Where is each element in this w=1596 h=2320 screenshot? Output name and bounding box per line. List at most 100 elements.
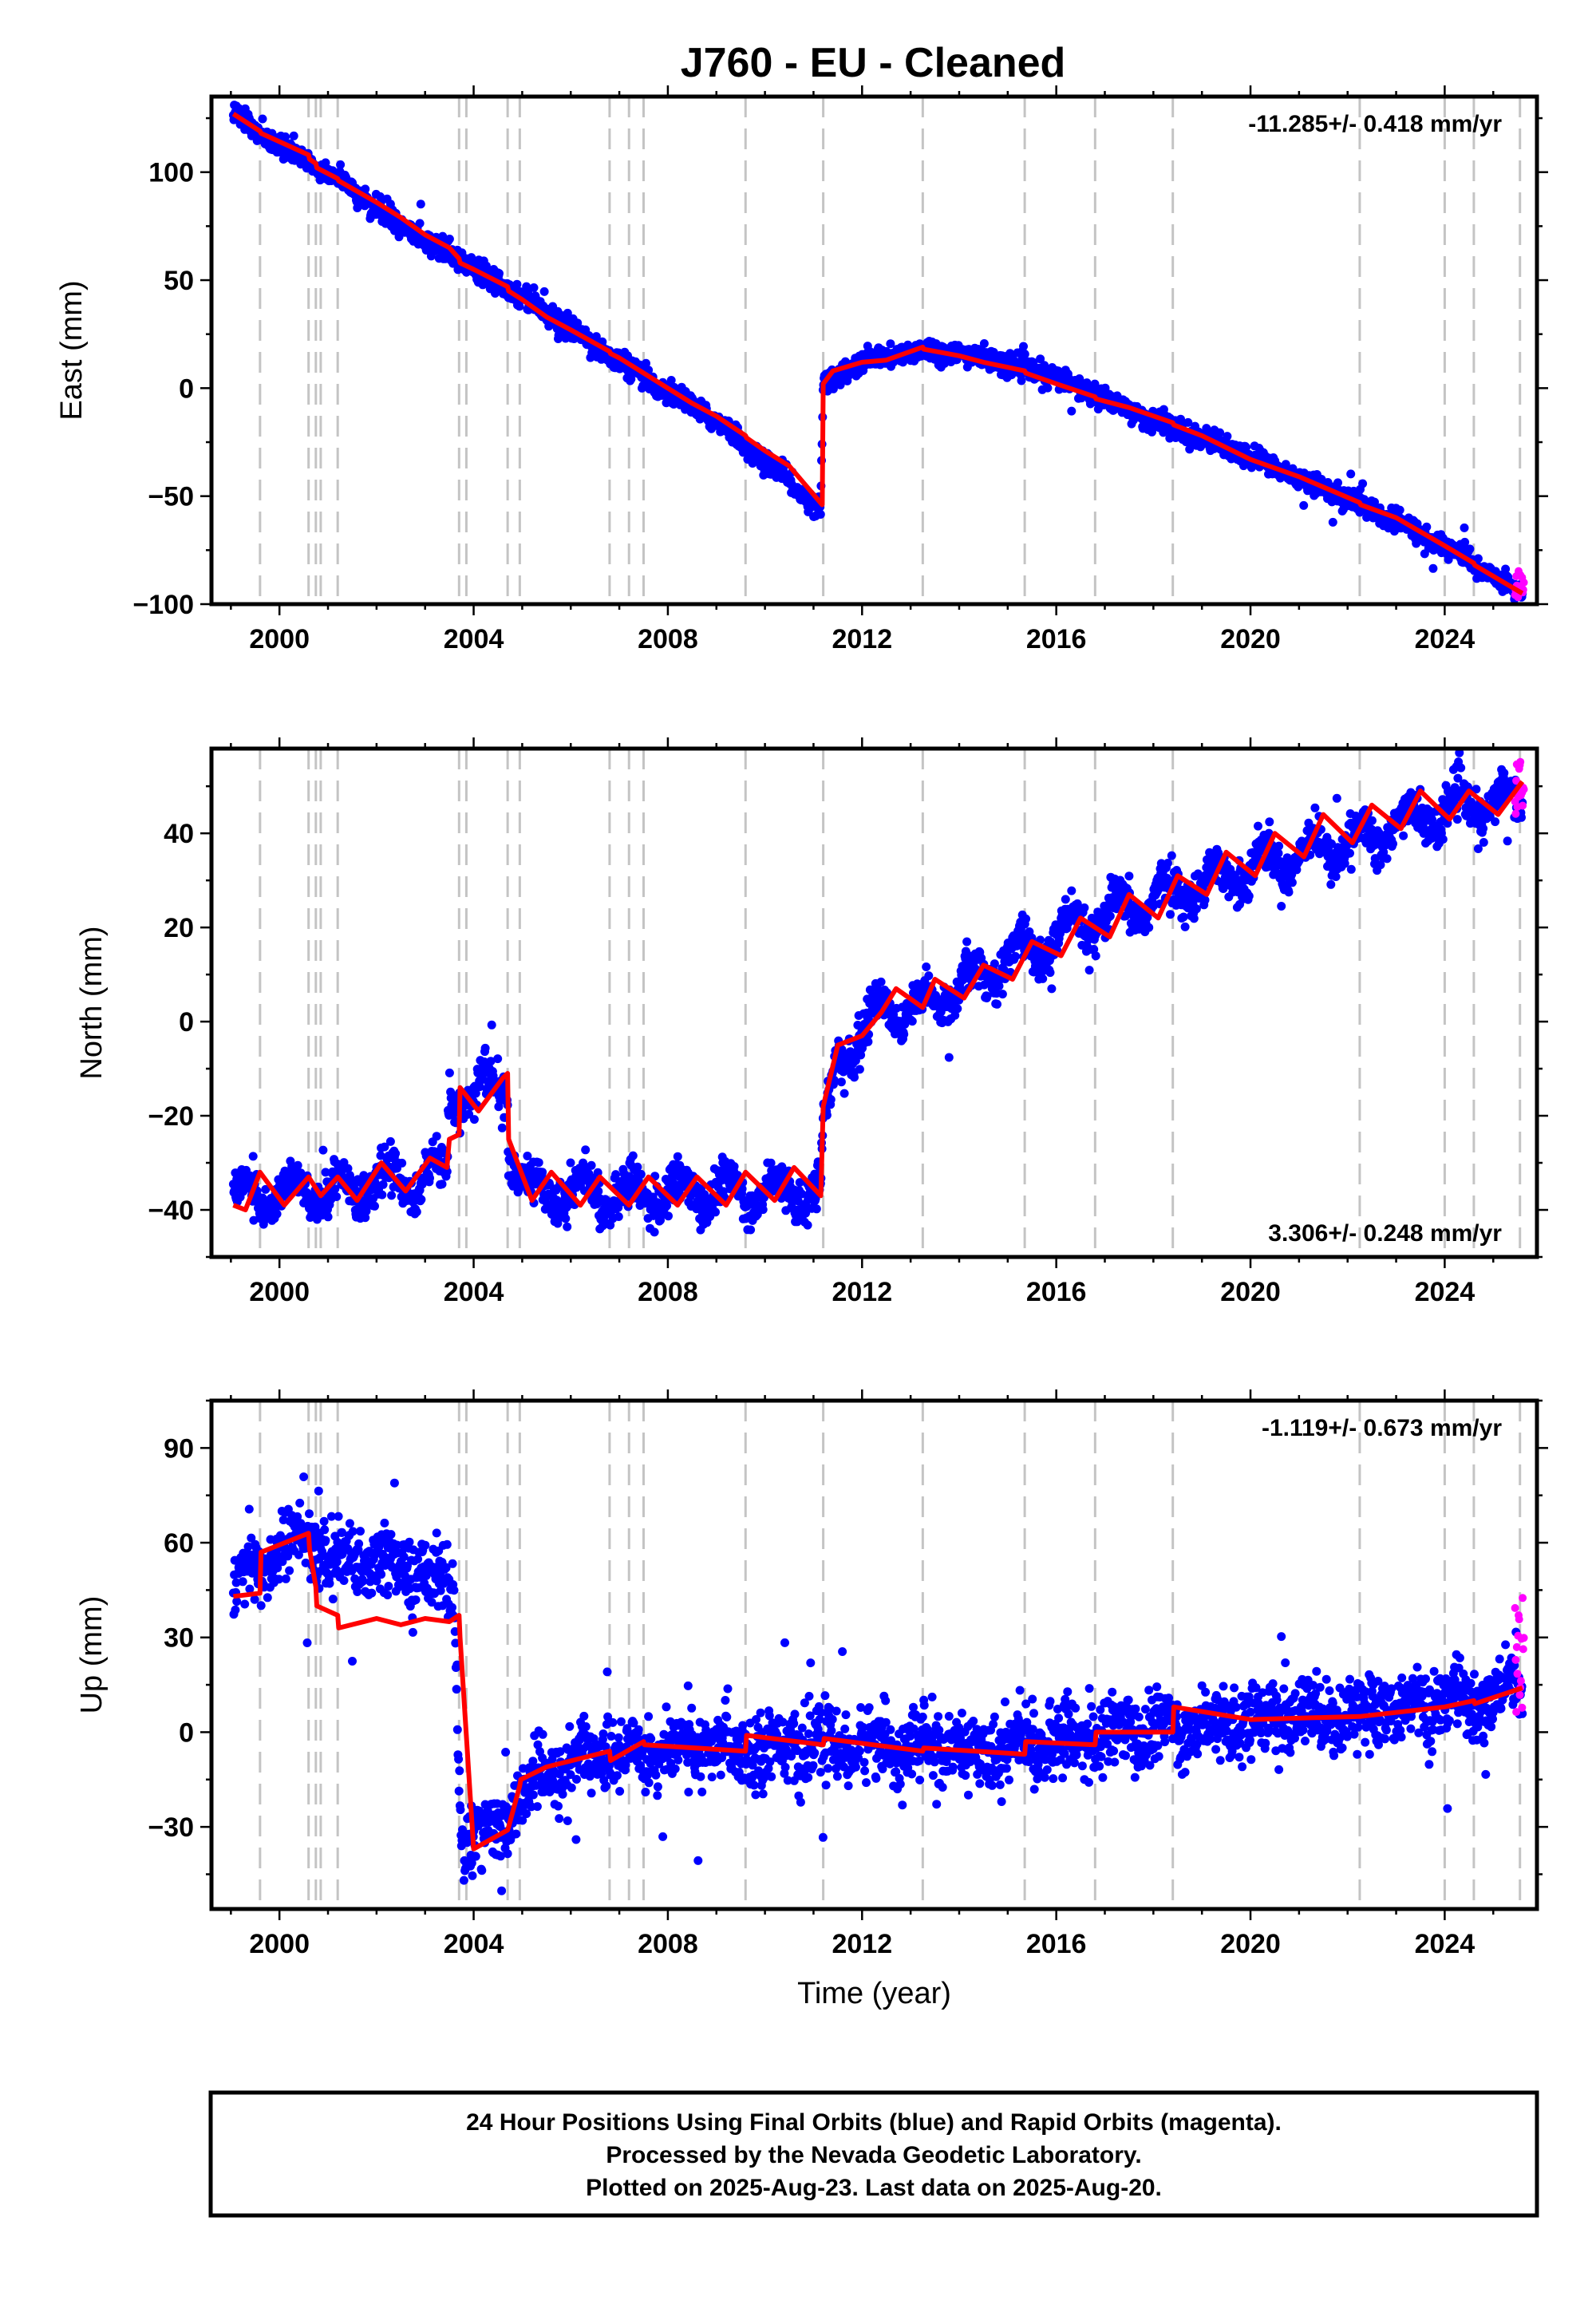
y-tick-label: 50 — [164, 266, 194, 296]
final-orbit-point — [962, 938, 971, 947]
x-tick-label: 2004 — [444, 624, 504, 654]
final-orbit-point — [1190, 914, 1199, 923]
final-orbit-point — [1254, 822, 1262, 831]
final-orbit-point — [945, 1053, 954, 1062]
x-tick-label: 2012 — [832, 624, 892, 654]
final-orbit-point — [1428, 564, 1437, 573]
final-orbit-point — [812, 1204, 821, 1213]
final-orbit-point — [840, 1089, 849, 1098]
final-orbit-point — [324, 1212, 333, 1221]
final-orbit-point — [1277, 902, 1286, 911]
final-orbit-point — [1346, 469, 1355, 478]
final-orbit-point — [1167, 852, 1176, 860]
final-orbit-point — [259, 115, 267, 124]
final-orbit-point — [1192, 904, 1201, 913]
final-orbit-point — [924, 971, 933, 980]
rapid-orbit-point — [1520, 579, 1528, 587]
final-orbit-point — [650, 1227, 659, 1236]
final-orbit-point — [493, 1054, 502, 1063]
final-orbit-point — [332, 1192, 341, 1201]
final-orbit-point — [855, 1065, 864, 1073]
x-tick-label: 2020 — [1220, 624, 1281, 654]
final-orbit-point — [877, 978, 886, 986]
final-orbit-point — [561, 1214, 570, 1223]
final-orbit-point — [637, 1170, 646, 1179]
final-orbit-point — [1310, 804, 1319, 812]
final-orbit-point — [759, 1205, 768, 1214]
final-orbit-point — [563, 1223, 571, 1231]
final-orbit-point — [804, 1221, 812, 1230]
final-orbit-point — [495, 269, 504, 278]
final-orbit-point — [594, 1187, 602, 1196]
final-orbit-point — [629, 1152, 638, 1160]
final-orbit-point — [438, 1180, 447, 1188]
x-tick-label: 2000 — [249, 624, 310, 654]
final-orbit-point — [391, 1149, 400, 1158]
final-orbit-point — [1274, 842, 1283, 851]
final-orbit-point — [1332, 872, 1341, 881]
final-orbit-point — [998, 990, 1007, 998]
final-orbit-point — [1396, 506, 1404, 515]
final-orbit-point — [1092, 951, 1100, 960]
final-orbit-point — [417, 1196, 425, 1204]
final-orbit-point — [899, 1030, 908, 1039]
final-orbit-point — [1019, 342, 1028, 351]
final-orbit-point — [1043, 384, 1052, 393]
final-orbit-point — [397, 1159, 406, 1168]
final-orbit-point — [908, 1017, 917, 1026]
final-orbit-point — [1326, 880, 1335, 889]
final-orbit-point — [1181, 923, 1190, 931]
final-orbit-point — [1201, 895, 1210, 904]
final-orbit-point — [614, 1212, 623, 1221]
final-orbit-point — [540, 287, 549, 296]
final-orbit-point — [481, 1044, 490, 1053]
final-orbit-point — [1358, 480, 1367, 488]
final-orbit-point — [850, 1073, 859, 1081]
final-orbit-point — [1021, 915, 1030, 923]
final-orbit-point — [581, 1145, 590, 1154]
final-orbit-point — [370, 1202, 379, 1211]
final-orbit-point — [1223, 432, 1231, 441]
final-orbit-point — [587, 1161, 596, 1170]
y-tick-label: 100 — [148, 158, 194, 188]
final-orbit-point — [711, 1207, 720, 1216]
final-orbit-point — [1465, 544, 1474, 553]
final-orbit-point — [1080, 903, 1088, 912]
final-orbit-point — [664, 1211, 673, 1220]
final-orbit-point — [816, 510, 825, 519]
final-orbit-point — [1021, 350, 1029, 358]
final-orbit-point — [470, 1115, 479, 1124]
y-tick-label: −50 — [148, 482, 194, 512]
final-orbit-point — [1011, 952, 1020, 961]
final-orbit-point — [662, 1201, 671, 1210]
final-orbit-point — [1299, 501, 1308, 510]
final-orbit-point — [433, 1132, 441, 1140]
final-orbit-point — [498, 1124, 507, 1132]
final-orbit-point — [1329, 518, 1337, 527]
final-orbit-point — [1046, 968, 1055, 977]
final-orbit-point — [413, 1207, 421, 1216]
final-orbit-point — [1285, 887, 1294, 896]
final-orbit-point — [1163, 859, 1172, 868]
final-orbit-point — [746, 1226, 755, 1235]
final-orbit-point — [445, 235, 454, 243]
final-orbit-point — [377, 1191, 386, 1200]
final-orbit-point — [417, 200, 425, 208]
final-orbit-point — [1067, 887, 1076, 895]
y-tick-label: −100 — [132, 590, 194, 620]
final-orbit-point — [386, 1137, 395, 1146]
final-orbit-point — [290, 132, 298, 140]
final-orbit-point — [674, 1152, 682, 1161]
final-orbit-point — [1067, 407, 1076, 416]
final-orbit-point — [445, 1069, 454, 1077]
final-orbit-point — [922, 962, 930, 971]
final-orbit-point — [767, 1159, 776, 1168]
final-orbit-point — [1017, 377, 1026, 385]
final-orbit-point — [336, 160, 345, 169]
final-orbit-point — [294, 1161, 302, 1170]
final-orbit-point — [273, 1210, 282, 1219]
